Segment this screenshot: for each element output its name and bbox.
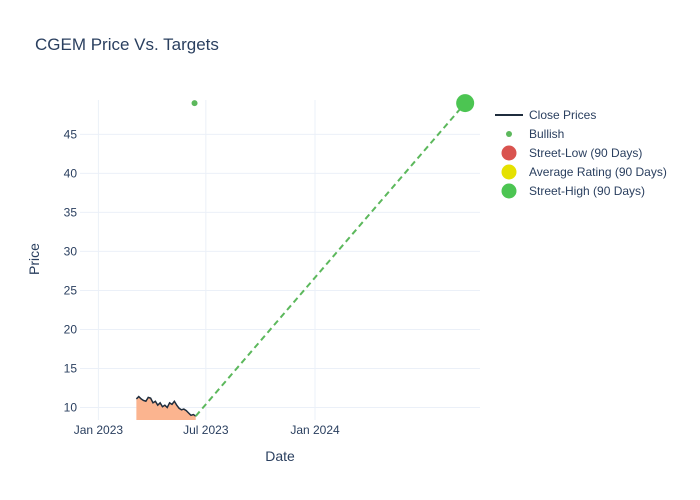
legend-item[interactable]: Street-High (90 Days) (501, 183, 646, 199)
legend-label: Close Prices (529, 108, 596, 122)
close-price-fill (136, 396, 196, 420)
y-axis-title: Price (26, 243, 42, 275)
street-high-marker (456, 94, 475, 113)
y-tick-label: 30 (64, 244, 78, 258)
legend-dot-swatch (506, 131, 512, 137)
legend-item[interactable]: Average Rating (90 Days) (501, 164, 667, 180)
bullish-point (191, 100, 198, 107)
legend-item[interactable]: Bullish (506, 127, 564, 141)
y-tick-label: 15 (64, 361, 78, 375)
plot-markers (191, 94, 475, 113)
legend-item[interactable]: Close Prices (495, 108, 596, 122)
legend-label: Street-High (90 Days) (529, 184, 645, 198)
close-price-area (136, 396, 196, 420)
legend-label: Average Rating (90 Days) (529, 165, 667, 179)
y-tick-label: 45 (64, 127, 78, 141)
x-axis-title: Date (265, 448, 295, 464)
y-tick-label: 35 (64, 205, 78, 219)
price-target-dashed-line (194, 102, 466, 417)
y-tick-label: 40 (64, 166, 78, 180)
chart-title: CGEM Price Vs. Targets (35, 35, 219, 54)
y-tick-label: 25 (64, 283, 78, 297)
legend-item[interactable]: Street-Low (90 Days) (501, 145, 643, 161)
plot-lines (135, 102, 466, 417)
y-tick-label: 10 (64, 401, 78, 415)
legend-label: Bullish (529, 127, 564, 141)
x-tick-label: Jan 2023 (74, 423, 124, 437)
axis-ticks: 10 15 20 25 30 35 40 45 Jan 2023 Jul 2023 Jan 2024 (64, 127, 340, 437)
y-tick-label: 20 (64, 322, 78, 336)
x-tick-label: Jan 2024 (290, 423, 340, 437)
legend-marker-swatch (501, 183, 517, 199)
close-price-line (135, 395, 197, 417)
legend-label: Street-Low (90 Days) (529, 146, 642, 160)
x-tick-label: Jul 2023 (183, 423, 229, 437)
legend-marker-swatch (501, 145, 517, 161)
grid (80, 100, 480, 420)
legend-marker-swatch (501, 164, 517, 180)
legend[interactable]: Close Prices Bullish Street-Low (90 Days) A… (495, 108, 667, 199)
